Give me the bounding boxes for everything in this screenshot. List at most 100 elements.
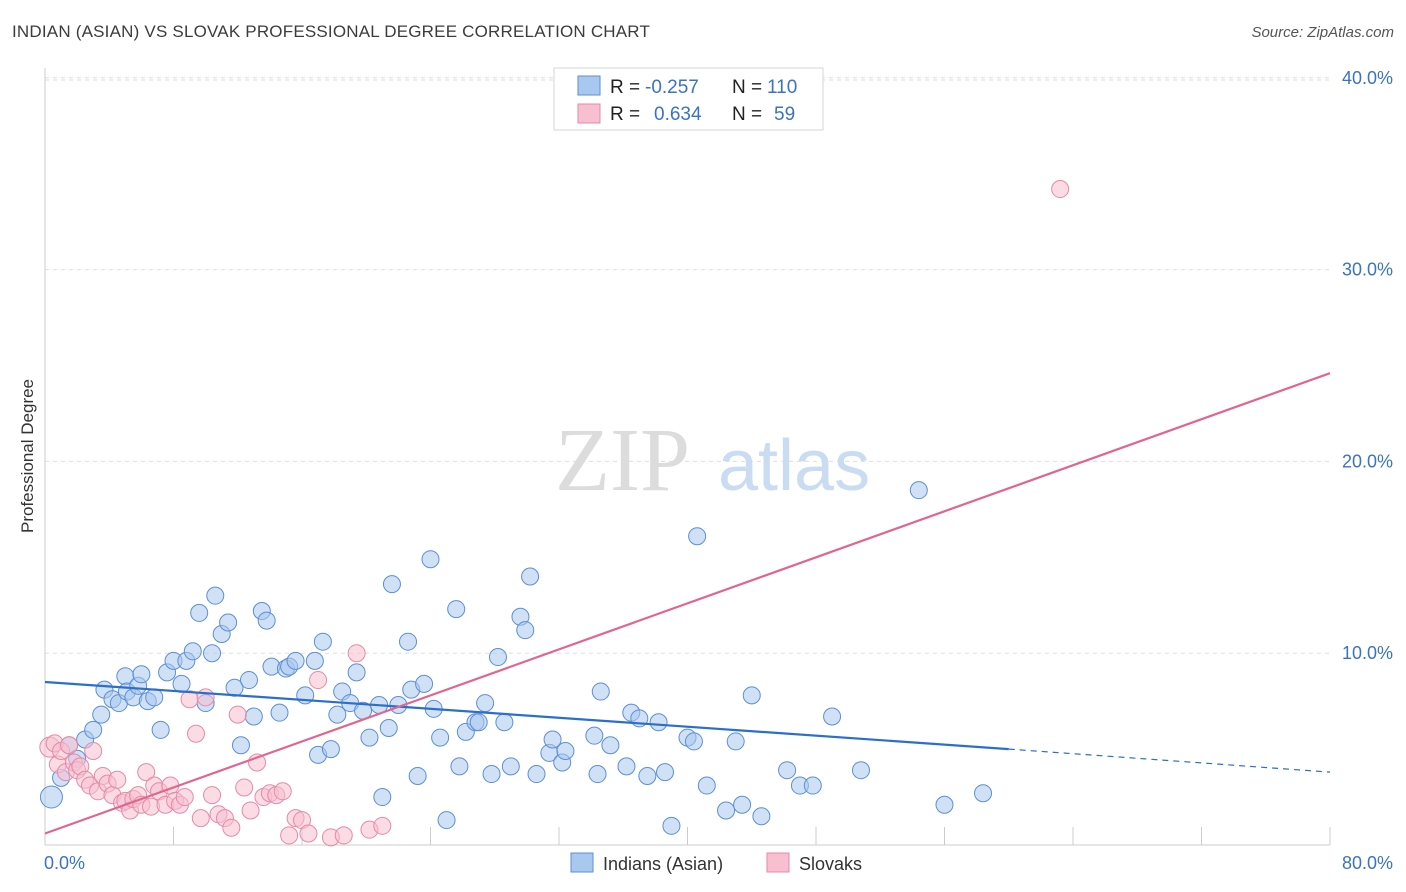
- trend-line-indians: [44, 680, 1009, 751]
- legend-r-label-slovaks: R =: [610, 104, 640, 125]
- point-indians-32: [244, 707, 263, 726]
- point-indians-14: [132, 665, 151, 684]
- point-indians-76: [521, 567, 540, 586]
- point-indians-30: [231, 736, 250, 755]
- point-slovaks-52: [309, 671, 328, 690]
- point-indians-75: [516, 621, 535, 640]
- point-slovaks-54: [334, 826, 353, 845]
- bottom-legend-swatch-indians: [570, 852, 594, 873]
- gridlines: [45, 77, 1330, 654]
- point-indians-36: [270, 703, 289, 722]
- chart-title: INDIAN (ASIAN) VS SLOVAK PROFESSIONAL DE…: [12, 22, 651, 41]
- point-slovaks-41: [235, 778, 254, 797]
- point-indians-100: [742, 686, 761, 705]
- point-indians-31: [239, 671, 258, 690]
- point-indians-98: [726, 732, 745, 751]
- point-indians-71: [488, 648, 507, 667]
- point-indians-96: [697, 776, 716, 795]
- point-slovaks-55: [347, 644, 366, 663]
- point-indians-104: [803, 776, 822, 795]
- point-indians-62: [431, 728, 450, 747]
- point-indians-101: [752, 807, 771, 826]
- point-indians-72: [495, 713, 514, 732]
- point-indians-99: [733, 795, 752, 814]
- y-axis-label: Professional Degree: [18, 379, 37, 533]
- point-slovaks-16: [108, 770, 127, 789]
- point-slovaks-39: [222, 818, 241, 837]
- point-indians-94: [684, 732, 703, 751]
- point-slovaks-11: [84, 742, 103, 761]
- point-indians-39: [286, 651, 305, 670]
- point-indians-97: [717, 801, 736, 820]
- point-indians-52: [373, 788, 392, 807]
- point-indians-0: [39, 785, 63, 809]
- top-legend: R = -0.257 N = 110 R = 0.634 N = 59: [553, 67, 824, 131]
- point-indians-73: [501, 757, 520, 776]
- point-indians-43: [313, 632, 332, 651]
- point-indians-60: [421, 550, 440, 569]
- y-tick-label-20: 20.0%: [1342, 451, 1393, 471]
- legend-r-label-indians: R =: [610, 77, 640, 98]
- point-indians-92: [662, 816, 681, 835]
- point-indians-56: [399, 632, 418, 651]
- point-indians-58: [408, 766, 427, 785]
- point-indians-28: [219, 613, 238, 632]
- point-indians-22: [183, 642, 202, 661]
- trend-line-slovaks: [44, 372, 1331, 835]
- point-slovaks-31: [175, 788, 194, 807]
- legend-swatch-indians: [577, 75, 601, 96]
- point-indians-79: [543, 730, 562, 749]
- point-indians-95: [688, 527, 707, 546]
- legend-n-value-indians: 110: [767, 77, 797, 98]
- point-slovaks-57: [373, 816, 392, 835]
- point-indians-68: [469, 713, 488, 732]
- point-indians-64: [447, 600, 466, 619]
- x-tick-label-min: 0.0%: [44, 853, 85, 873]
- bottom-legend-label-indians: Indians (Asian): [603, 854, 723, 874]
- point-indians-20: [172, 674, 191, 693]
- trend-line-indians-extension: [1008, 748, 1331, 773]
- point-indians-65: [450, 757, 469, 776]
- point-slovaks-34: [191, 809, 210, 828]
- point-indians-63: [437, 811, 456, 830]
- point-slovaks-5: [60, 736, 79, 755]
- point-indians-89: [638, 766, 657, 785]
- watermark-atlas: atlas: [718, 426, 870, 506]
- point-slovaks-23: [137, 763, 156, 782]
- point-indians-77: [527, 765, 546, 784]
- point-indians-86: [617, 757, 636, 776]
- point-indians-82: [585, 726, 604, 745]
- point-indians-69: [476, 694, 495, 713]
- point-indians-107: [935, 795, 954, 814]
- point-indians-17: [151, 720, 170, 739]
- bottom-legend-label-slovaks: Slovaks: [799, 854, 862, 874]
- point-indians-83: [588, 765, 607, 784]
- point-indians-26: [206, 586, 225, 605]
- point-indians-25: [203, 644, 222, 663]
- point-slovaks-33: [186, 724, 205, 743]
- point-indians-23: [190, 603, 209, 622]
- point-indians-108: [974, 784, 993, 803]
- point-indians-109: [851, 761, 870, 780]
- y-tick-labels: 10.0% 20.0% 30.0% 40.0%: [1342, 68, 1393, 663]
- point-indians-5: [84, 720, 103, 739]
- point-slovaks-35: [196, 688, 215, 707]
- point-indians-85: [601, 736, 620, 755]
- legend-n-label-slovaks: N =: [732, 104, 762, 125]
- point-indians-34: [257, 611, 276, 630]
- point-indians-102: [778, 761, 797, 780]
- point-indians-50: [360, 728, 379, 747]
- point-indians-84: [591, 682, 610, 701]
- point-slovaks-47: [273, 782, 292, 801]
- x-tick-marks: [173, 827, 1331, 845]
- source-label: Source: ZipAtlas.com: [1251, 24, 1394, 41]
- legend-r-value-indians: -0.257: [645, 77, 699, 98]
- point-indians-90: [649, 713, 668, 732]
- point-indians-70: [482, 765, 501, 784]
- legend-n-value-slovaks: 59: [774, 104, 795, 125]
- point-slovaks-36: [203, 786, 222, 805]
- series-slovaks-points: [39, 180, 1070, 847]
- series-indians-points: [39, 481, 993, 835]
- y-tick-label-30: 30.0%: [1342, 260, 1393, 280]
